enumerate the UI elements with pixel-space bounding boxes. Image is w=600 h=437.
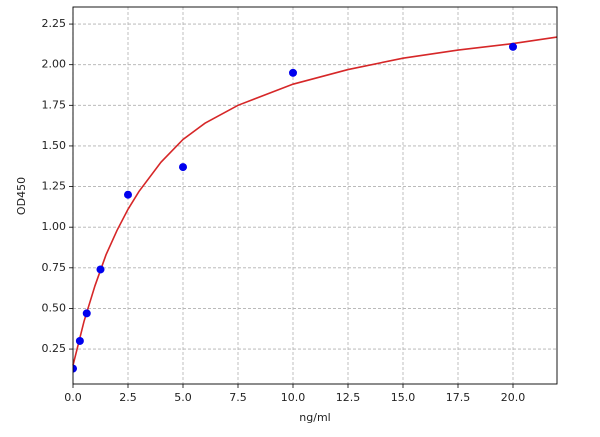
data-point (96, 265, 105, 274)
data-point (179, 163, 187, 172)
y-tick-label: 0.25 (42, 342, 67, 355)
plot-frame (72, 6, 558, 385)
data-point (75, 336, 84, 345)
data-point (73, 364, 77, 373)
x-tick-label: 5.0 (174, 391, 192, 404)
y-tick-label: 1.50 (42, 139, 67, 152)
x-tick-label: 2.5 (119, 391, 137, 404)
y-tick-label: 2.25 (42, 17, 67, 30)
x-tick-label: 12.5 (336, 391, 361, 404)
fit-curve (72, 36, 558, 366)
y-tick-label: 2.00 (42, 58, 67, 71)
y-tick-label: 1.75 (42, 98, 67, 111)
x-tick-label: 7.5 (229, 391, 247, 404)
y-axis-label: OD450 (15, 177, 28, 215)
data-point (82, 309, 91, 318)
y-tick-label: 1.00 (42, 220, 67, 233)
data-point (289, 68, 297, 77)
x-tick-label: 0.0 (64, 391, 82, 404)
y-tick-label: 0.75 (42, 261, 67, 274)
x-axis-label: ng/ml (299, 411, 330, 424)
data-point (509, 42, 517, 51)
y-tick-label: 0.50 (42, 301, 67, 314)
x-tick-label: 17.5 (446, 391, 471, 404)
x-tick-label: 10.0 (281, 391, 306, 404)
x-tick-label: 15.0 (391, 391, 416, 404)
x-tick-label: 20.0 (501, 391, 526, 404)
y-tick-label: 1.25 (42, 180, 67, 193)
data-point (124, 190, 132, 199)
